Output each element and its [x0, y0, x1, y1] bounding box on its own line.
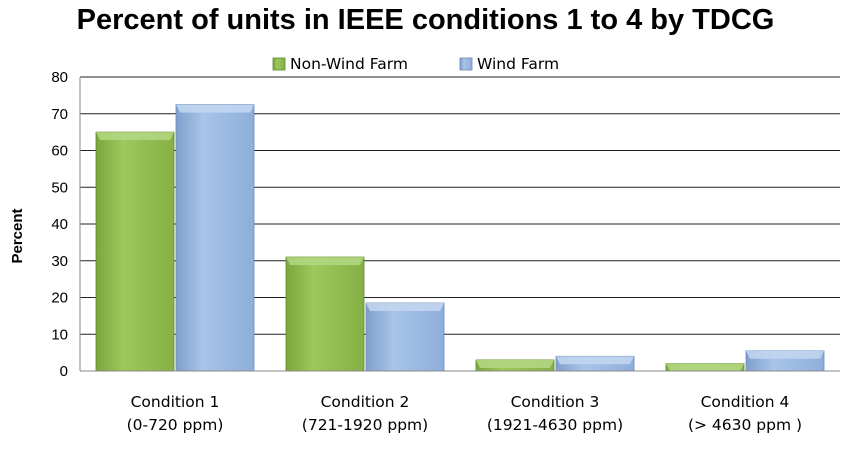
- bar-top-bevel: [286, 257, 364, 266]
- bar-wind-farm: [365, 302, 445, 372]
- category-labels: Condition 1 (0-720 ppm) Condition 2 (721-19…: [127, 393, 802, 434]
- y-tick-label: 80: [51, 69, 68, 86]
- category-label: (721-1920 ppm): [302, 416, 428, 434]
- y-tick-label: 50: [51, 179, 68, 196]
- bar-non-wind-farm: [95, 131, 175, 372]
- y-tick-label: 0: [60, 363, 68, 380]
- y-tick-label: 10: [51, 326, 68, 343]
- bar-top-bevel: [746, 350, 824, 359]
- bar-top-bevel: [366, 303, 444, 312]
- category-label: Condition 2: [321, 393, 410, 411]
- category-label: Condition 3: [511, 393, 600, 411]
- y-axis-label: Percent: [9, 208, 26, 263]
- bars: [95, 104, 825, 372]
- chart-title: Percent of units in IEEE conditions 1 to…: [76, 4, 775, 36]
- category-label: Condition 4: [701, 393, 790, 411]
- bar-non-wind-farm: [285, 256, 365, 372]
- bar-top-bevel: [556, 356, 634, 365]
- category-label: (1921-4630 ppm): [487, 416, 623, 434]
- bar-top-bevel: [476, 359, 554, 368]
- legend: Non-Wind Farm Wind Farm: [272, 55, 559, 73]
- y-tick-label: 60: [51, 143, 68, 160]
- category-label: (0-720 ppm): [127, 416, 224, 434]
- bar-top-bevel: [96, 132, 174, 141]
- legend-label: Wind Farm: [477, 55, 559, 73]
- legend-label: Non-Wind Farm: [290, 55, 408, 73]
- bar-wind-farm: [175, 104, 255, 372]
- legend-swatch: [272, 57, 286, 71]
- y-tick-label: 70: [51, 106, 68, 123]
- y-tick-labels: 0 10 20 30 40 50 60 70 80: [51, 69, 68, 380]
- y-tick-label: 20: [51, 290, 68, 307]
- bar-top-bevel: [176, 104, 254, 113]
- category-label: (> 4630 ppm ): [688, 416, 802, 434]
- bar-top-bevel: [666, 363, 744, 371]
- y-tick-label: 30: [51, 253, 68, 270]
- y-tick-label: 40: [51, 216, 68, 233]
- category-label: Condition 1: [131, 393, 220, 411]
- legend-swatch: [459, 57, 473, 71]
